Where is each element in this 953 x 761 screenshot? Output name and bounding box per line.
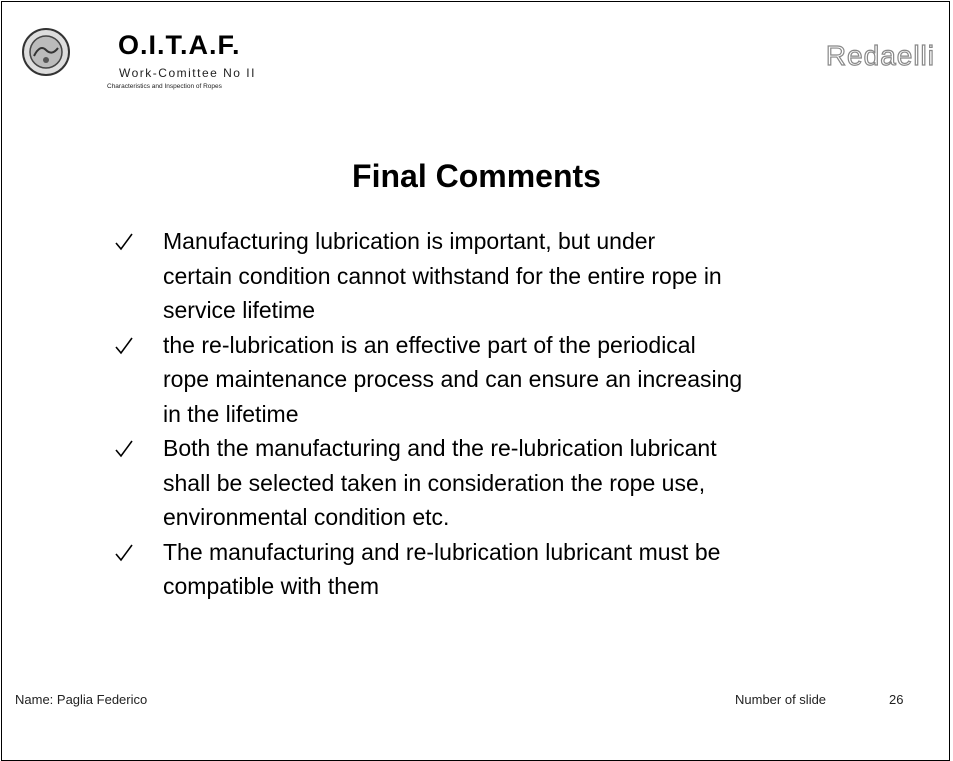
footer-slide-label: Number of slide	[735, 692, 827, 707]
logo-emblem	[22, 28, 70, 76]
footer-slide-number: 26	[889, 692, 904, 707]
bullet-line: certain condition cannot withstand for t…	[163, 262, 722, 289]
organization: O.I.T.A.F.	[118, 30, 241, 60]
bullet-line: The manufacturing and re-lubrication lub…	[163, 538, 721, 565]
bullet-line: compatible with them	[163, 573, 380, 599]
bullet: Manufacturing lubrication is important, …	[110, 224, 742, 328]
bullet-line: Both the manufacturing and the re-lubric…	[163, 435, 717, 461]
bullet: The manufacturing and re-lubrication lub…	[110, 535, 742, 604]
bullet-line: service lifetime	[163, 297, 316, 323]
brand-logo: Redaelli	[825, 39, 935, 71]
check-icon	[115, 337, 133, 354]
bullet: Both the manufacturing and the re-lubric…	[110, 431, 742, 535]
bullet-line: environmental condition etc.	[163, 504, 450, 530]
bullet-line: Manufacturing lubrication is important, …	[163, 228, 656, 254]
slide-title: Final Comments	[352, 158, 601, 194]
check-icon	[115, 440, 133, 458]
footer-name: Name: Paglia Federico	[15, 692, 148, 707]
org-subtitle: Characteristics and Inspection of Ropes	[107, 83, 222, 90]
check-icon	[115, 544, 133, 561]
bullet-line: in the lifetime	[163, 400, 299, 427]
bullet: the re-lubrication is an effective part …	[110, 328, 742, 432]
committee: Work-Comittee No II	[119, 66, 256, 80]
bullet-list: Manufacturing lubrication is important, …	[110, 224, 742, 604]
bullet-line: the re-lubrication is an effective part …	[163, 331, 696, 358]
bullet-line: shall be selected taken in consideration…	[163, 469, 706, 496]
bullet-line: rope maintenance process and can ensure …	[163, 366, 743, 392]
check-icon	[115, 233, 133, 251]
